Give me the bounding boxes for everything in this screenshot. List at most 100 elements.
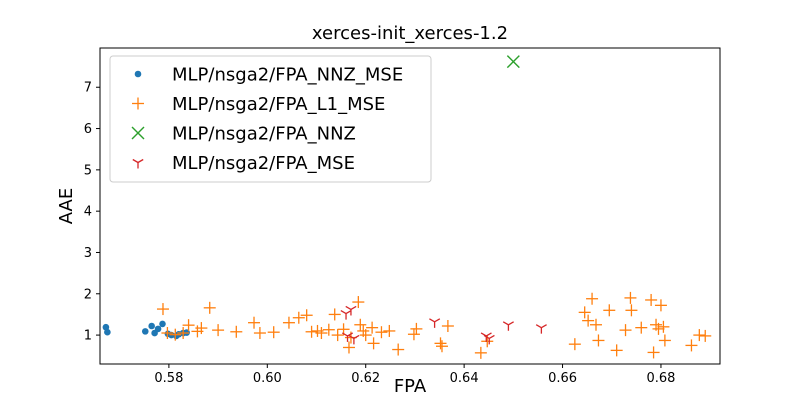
x-tick-label: 0.60 bbox=[253, 371, 282, 386]
data-point bbox=[182, 319, 195, 332]
y-tick-label: 6 bbox=[84, 122, 92, 137]
data-point bbox=[248, 316, 261, 329]
data-point bbox=[328, 308, 341, 321]
data-point bbox=[592, 334, 605, 347]
data-point bbox=[435, 340, 448, 353]
legend-label: MLP/nsga2/FPA_L1_MSE bbox=[172, 94, 385, 115]
data-point bbox=[590, 318, 602, 331]
data-point bbox=[161, 327, 174, 340]
legend-marker bbox=[132, 97, 144, 110]
legend-frame bbox=[109, 55, 432, 183]
data-point bbox=[652, 322, 665, 335]
x-tick-label: 0.68 bbox=[646, 371, 675, 386]
data-point bbox=[410, 322, 423, 335]
data-point bbox=[568, 338, 581, 351]
data-point bbox=[645, 293, 658, 306]
data-point bbox=[359, 329, 372, 342]
data-point bbox=[154, 325, 162, 333]
data-point bbox=[340, 310, 352, 320]
y-tick-label: 3 bbox=[84, 246, 92, 261]
data-point bbox=[685, 339, 698, 352]
data-point bbox=[212, 324, 225, 337]
data-point bbox=[375, 326, 388, 339]
data-point bbox=[625, 304, 638, 317]
data-point bbox=[699, 329, 712, 342]
data-point bbox=[429, 318, 441, 328]
x-tick-label: 0.64 bbox=[450, 371, 479, 386]
data-point bbox=[383, 324, 396, 337]
data-point bbox=[603, 304, 616, 317]
data-point bbox=[159, 320, 166, 328]
data-point bbox=[177, 327, 190, 340]
data-point bbox=[619, 324, 632, 337]
data-point bbox=[578, 306, 591, 319]
data-point bbox=[305, 325, 318, 338]
data-point bbox=[624, 291, 637, 304]
y-tick-label: 1 bbox=[84, 329, 92, 344]
x-tick-label: 0.58 bbox=[154, 371, 183, 386]
legend: MLP/nsga2/FPA_NNZ_MSE MLP/nsga2/FPA_L1_MS… bbox=[109, 55, 432, 183]
data-point bbox=[635, 321, 648, 334]
legend-marker bbox=[134, 70, 142, 78]
data-point bbox=[203, 301, 216, 314]
legend-label: MLP/nsga2/FPA_MSE bbox=[172, 153, 355, 174]
data-point bbox=[352, 296, 365, 309]
data-point bbox=[366, 321, 379, 334]
x-axis-label: FPA bbox=[394, 376, 427, 397]
y-tick-label: 2 bbox=[84, 287, 92, 302]
data-point bbox=[148, 322, 155, 330]
data-point bbox=[647, 346, 660, 359]
data-point bbox=[341, 332, 354, 342]
x-tick-label: 0.66 bbox=[548, 371, 577, 386]
y-axis-label: AAE bbox=[56, 188, 77, 225]
legend-label: MLP/nsga2/FPA_NNZ bbox=[172, 124, 356, 145]
data-point bbox=[300, 309, 313, 322]
data-point bbox=[253, 327, 266, 340]
plot-area bbox=[99, 47, 721, 365]
data-point bbox=[322, 323, 335, 336]
data-point bbox=[348, 334, 360, 345]
data-point bbox=[610, 344, 623, 357]
data-point bbox=[434, 337, 447, 350]
data-point bbox=[586, 292, 599, 305]
data-point bbox=[535, 324, 547, 334]
data-point bbox=[267, 326, 280, 339]
data-point bbox=[392, 343, 405, 356]
legend-marker bbox=[132, 158, 144, 169]
data-point bbox=[102, 323, 110, 331]
data-point bbox=[654, 299, 667, 312]
data-point bbox=[506, 55, 520, 69]
data-point bbox=[230, 325, 243, 338]
y-tick-label: 5 bbox=[84, 163, 92, 178]
data-point bbox=[169, 328, 182, 341]
data-point bbox=[141, 328, 149, 335]
data-point bbox=[104, 328, 111, 336]
data-point bbox=[474, 346, 487, 359]
y-axis: 1 2 3 4 5 6 7 bbox=[84, 81, 100, 344]
data-point bbox=[483, 334, 495, 345]
legend-marker bbox=[131, 126, 145, 140]
y-tick-label: 4 bbox=[84, 205, 92, 220]
data-point bbox=[582, 314, 595, 327]
x-tick-label: 0.62 bbox=[351, 371, 380, 386]
data-point bbox=[292, 311, 305, 324]
data-point bbox=[315, 327, 328, 340]
data-point bbox=[693, 329, 706, 342]
data-point bbox=[345, 305, 357, 316]
y-tick-label: 7 bbox=[84, 81, 92, 96]
data-point bbox=[407, 328, 420, 341]
data-point bbox=[156, 303, 169, 316]
data-point bbox=[342, 341, 355, 354]
legend-label: MLP/nsga2/FPA_NNZ_MSE bbox=[172, 65, 403, 86]
data-point bbox=[658, 334, 671, 347]
data-point bbox=[195, 322, 208, 335]
data-point bbox=[331, 329, 344, 342]
chart-title: xerces-init_xerces-1.2 bbox=[312, 23, 508, 44]
data-point bbox=[282, 316, 295, 329]
data-point bbox=[657, 320, 670, 333]
data-points bbox=[102, 55, 712, 359]
data-point bbox=[441, 319, 454, 332]
data-point bbox=[502, 321, 514, 331]
data-point bbox=[354, 318, 367, 331]
